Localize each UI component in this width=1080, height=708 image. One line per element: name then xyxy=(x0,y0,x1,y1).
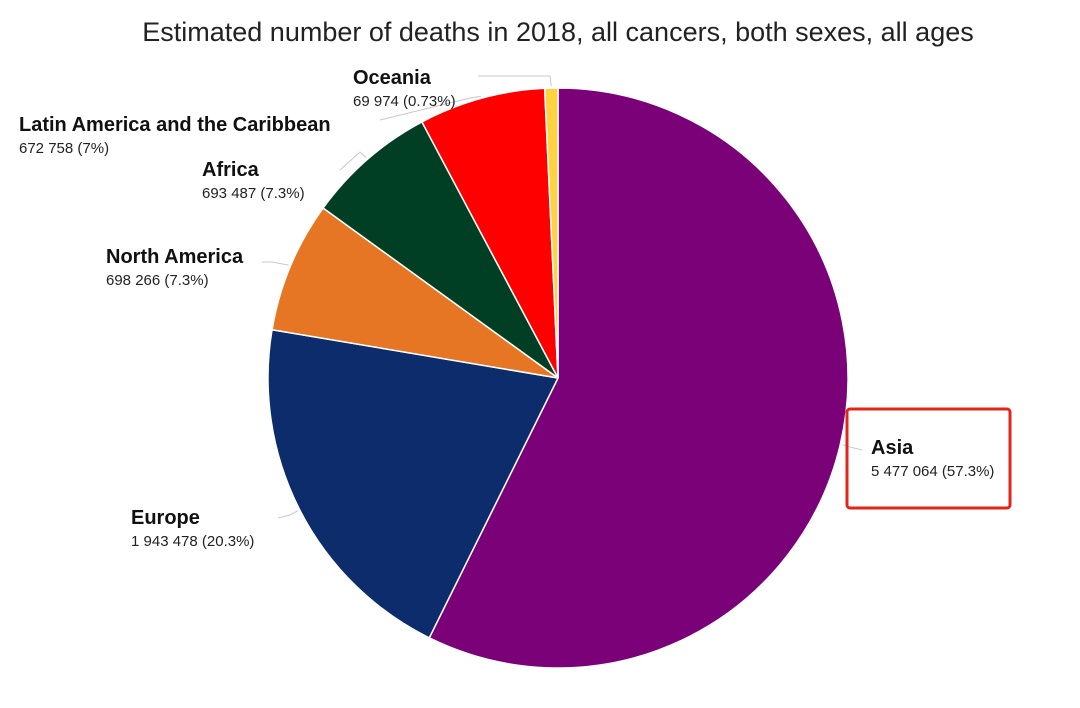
slice-label-value-latin-america-and-the-caribbean: 672 758 (7%) xyxy=(19,140,109,157)
slice-label-name-europe: Europe xyxy=(131,507,200,529)
slice-label-value-oceania: 69 974 (0.73%) xyxy=(353,93,456,110)
pie-slice-asia xyxy=(428,87,849,669)
pie-slice-north-america xyxy=(271,206,559,379)
slice-label-value-north-america: 698 266 (7.3%) xyxy=(106,272,209,289)
slice-label-name-north-america: North America xyxy=(106,246,244,268)
slice-label-value-africa: 693 487 (7.3%) xyxy=(202,185,305,202)
leader-line-asia xyxy=(842,444,863,451)
pie-slices xyxy=(267,87,849,669)
slice-labels: Asia 5 477 064 (57.3%) Europe 1 943 478 (20… xyxy=(19,67,994,550)
slice-label-name-latin-america-and-the-caribbean: Latin America and the Caribbean xyxy=(19,114,331,136)
leader-line-north-america xyxy=(262,261,289,266)
slice-label-value-europe: 1 943 478 (20.3%) xyxy=(131,533,254,550)
leader-line-oceania xyxy=(478,75,552,87)
pie-slice-latin-america-and-the-caribbean xyxy=(420,87,559,379)
leader-line-africa xyxy=(339,151,367,171)
chart-title: Estimated number of deaths in 2018, all … xyxy=(142,17,973,47)
slice-label-name-africa: Africa xyxy=(202,159,260,181)
pie-slice-africa xyxy=(322,120,559,379)
pie-slice-europe xyxy=(267,328,560,639)
asia-highlight-box xyxy=(845,407,1012,510)
slice-label-value-asia: 5 477 064 (57.3%) xyxy=(871,463,994,480)
slice-label-name-asia: Asia xyxy=(871,437,914,459)
leader-line-europe xyxy=(277,510,299,519)
leader-lines xyxy=(262,75,863,519)
slice-label-name-oceania: Oceania xyxy=(353,67,432,89)
pie-slice-oceania xyxy=(543,87,559,379)
leader-line-latin-america-and-the-caribbean xyxy=(379,95,481,121)
